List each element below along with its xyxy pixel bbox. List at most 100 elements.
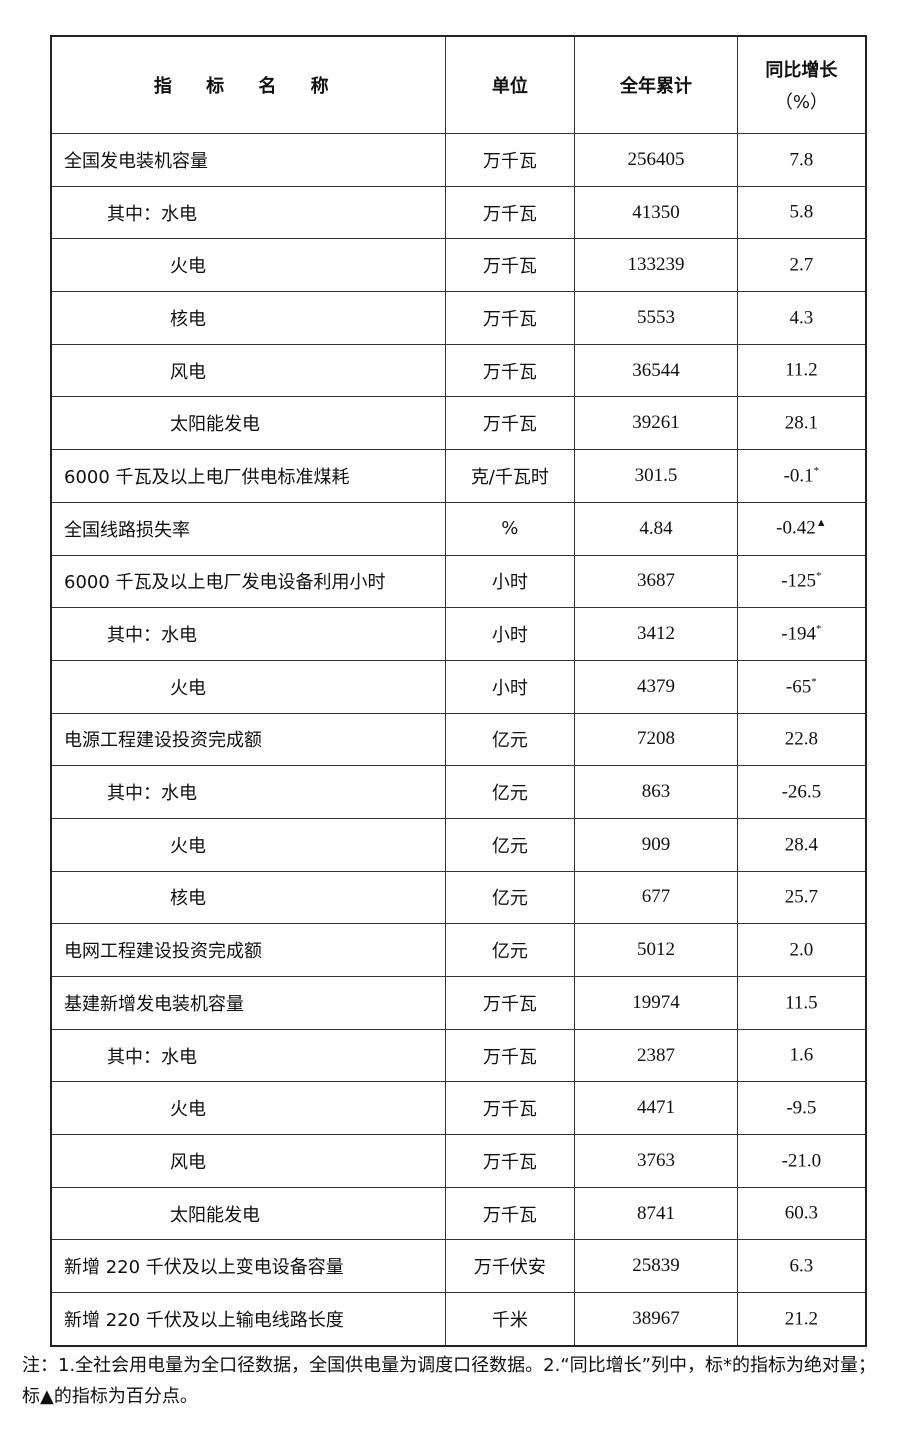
table-row: 风电 万千瓦 36544 11.2 <box>50 343 867 398</box>
unit-cell: 万千瓦 <box>444 343 576 398</box>
growth-value: 5.8 <box>789 201 814 223</box>
unit-cell: 千米 <box>444 1292 576 1347</box>
unit-cell: 万千瓦 <box>444 133 576 187</box>
growth-cell: -26.5 <box>736 765 867 819</box>
growth-cell: 28.4 <box>736 817 867 872</box>
header-name: 指 标 名 称 <box>50 35 446 134</box>
growth-cell: 60.3 <box>736 1186 867 1241</box>
total-cell: 8741 <box>574 1186 738 1241</box>
growth-cell: -65* <box>736 659 867 714</box>
indicator-name: 6000 千瓦及以上电厂发电设备利用小时 <box>50 554 446 609</box>
unit-cell: 万千瓦 <box>444 1134 576 1188</box>
indicator-name: 6000 千瓦及以上电厂供电标准煤耗 <box>50 449 446 503</box>
unit-cell: 亿元 <box>444 712 576 767</box>
growth-value: 2.7 <box>789 254 814 276</box>
unit-cell: 万千瓦 <box>444 291 576 345</box>
indicator-name: 新增 220 千伏及以上变电设备容量 <box>50 1239 446 1294</box>
growth-value: -0.42 <box>776 517 816 539</box>
unit-cell: 小时 <box>444 554 576 609</box>
total-cell: 41350 <box>574 185 738 240</box>
unit-cell: 亿元 <box>444 923 576 977</box>
growth-value: 4.3 <box>789 307 814 329</box>
unit-cell: 亿元 <box>444 870 576 925</box>
unit-cell: 万千瓦 <box>444 185 576 240</box>
unit-cell: % <box>444 501 576 556</box>
growth-value: -26.5 <box>781 781 822 803</box>
table-row: 火电 小时 4379 -65* <box>50 659 867 714</box>
table-row: 全国发电装机容量 万千瓦 256405 7.8 <box>50 133 867 187</box>
indicator-name: 其中：水电 <box>50 765 446 819</box>
growth-mark: ▲ <box>815 517 827 530</box>
total-cell: 38967 <box>574 1292 738 1347</box>
unit-cell: 万千瓦 <box>444 1081 576 1136</box>
total-cell: 4379 <box>574 659 738 714</box>
unit-cell: 小时 <box>444 659 576 714</box>
growth-cell: 28.1 <box>736 396 867 451</box>
indicator-name: 风电 <box>50 343 446 398</box>
indicator-name: 核电 <box>50 291 446 345</box>
unit-cell: 万千瓦 <box>444 238 576 293</box>
header-growth: 同比增长 （%） <box>736 35 867 134</box>
total-cell: 909 <box>574 817 738 872</box>
growth-cell: -21.0 <box>736 1134 867 1188</box>
indicator-name: 火电 <box>50 659 446 714</box>
growth-cell: 7.8 <box>736 133 867 187</box>
growth-cell: -194* <box>736 607 867 661</box>
growth-cell: 4.3 <box>736 291 867 345</box>
indicator-name: 其中：水电 <box>50 185 446 240</box>
growth-cell: 22.8 <box>736 712 867 767</box>
table-row: 新增 220 千伏及以上变电设备容量 万千伏安 25839 6.3 <box>50 1239 867 1294</box>
unit-cell: 万千瓦 <box>444 1186 576 1241</box>
growth-value: 11.2 <box>785 359 818 381</box>
table-row: 新增 220 千伏及以上输电线路长度 千米 38967 21.2 <box>50 1292 867 1347</box>
indicator-name: 电源工程建设投资完成额 <box>50 712 446 767</box>
unit-cell: 万千瓦 <box>444 1028 576 1083</box>
indicator-name: 风电 <box>50 1134 446 1188</box>
indicator-name: 核电 <box>50 870 446 925</box>
indicator-name: 火电 <box>50 1081 446 1136</box>
growth-value: -9.5 <box>786 1097 817 1119</box>
growth-cell: 1.6 <box>736 1028 867 1083</box>
growth-value: 60.3 <box>784 1202 818 1224</box>
total-cell: 301.5 <box>574 449 738 503</box>
total-cell: 5012 <box>574 923 738 977</box>
growth-value: 22.8 <box>784 728 818 750</box>
table-row: 其中：水电 万千瓦 41350 5.8 <box>50 185 867 240</box>
table-row: 风电 万千瓦 3763 -21.0 <box>50 1134 867 1188</box>
growth-cell: 5.8 <box>736 185 867 240</box>
growth-value: 28.1 <box>784 412 818 434</box>
table-row: 6000 千瓦及以上电厂供电标准煤耗 克/千瓦时 301.5 -0.1* <box>50 449 867 503</box>
header-total: 全年累计 <box>574 35 738 134</box>
growth-cell: -9.5 <box>736 1081 867 1136</box>
unit-cell: 万千伏安 <box>444 1239 576 1294</box>
table-row: 太阳能发电 万千瓦 39261 28.1 <box>50 396 867 451</box>
growth-value: -65 <box>785 675 812 697</box>
growth-cell: 2.7 <box>736 238 867 293</box>
total-cell: 19974 <box>574 976 738 1030</box>
unit-cell: 亿元 <box>444 765 576 819</box>
growth-cell: 21.2 <box>736 1292 867 1347</box>
growth-value: 11.5 <box>785 992 818 1013</box>
growth-cell: -0.1* <box>736 449 867 503</box>
growth-value: 2.0 <box>789 939 814 961</box>
growth-cell: 25.7 <box>736 870 867 925</box>
table-row: 火电 亿元 909 28.4 <box>50 817 867 872</box>
table-row: 6000 千瓦及以上电厂发电设备利用小时 小时 3687 -125* <box>50 554 867 609</box>
unit-cell: 亿元 <box>444 817 576 872</box>
indicator-name: 电网工程建设投资完成额 <box>50 923 446 977</box>
growth-mark: * <box>816 570 822 583</box>
table-row: 核电 亿元 677 25.7 <box>50 870 867 925</box>
growth-value: 25.7 <box>784 886 818 908</box>
table-row: 全国线路损失率% 4.84 -0.42▲ <box>50 501 867 556</box>
total-cell: 25839 <box>574 1239 738 1294</box>
table-header: 指 标 名 称 单位 全年累计 同比增长 （%） <box>50 35 867 134</box>
indicator-name: 新增 220 千伏及以上输电线路长度 <box>50 1292 446 1347</box>
growth-cell: 11.2 <box>736 343 867 398</box>
total-cell: 2387 <box>574 1028 738 1083</box>
footnote: 注：1.全社会用电量为全口径数据，全国供电量为调度口径数据。2.“同比增长”列中… <box>22 1355 876 1407</box>
indicator-name: 全国发电装机容量 <box>50 133 446 187</box>
table-row: 电源工程建设投资完成额 亿元 7208 22.8 <box>50 712 867 767</box>
table-row: 火电 万千瓦 133239 2.7 <box>50 238 867 293</box>
growth-value: -125 <box>781 570 817 592</box>
table-row: 核电 万千瓦 5553 4.3 <box>50 291 867 345</box>
